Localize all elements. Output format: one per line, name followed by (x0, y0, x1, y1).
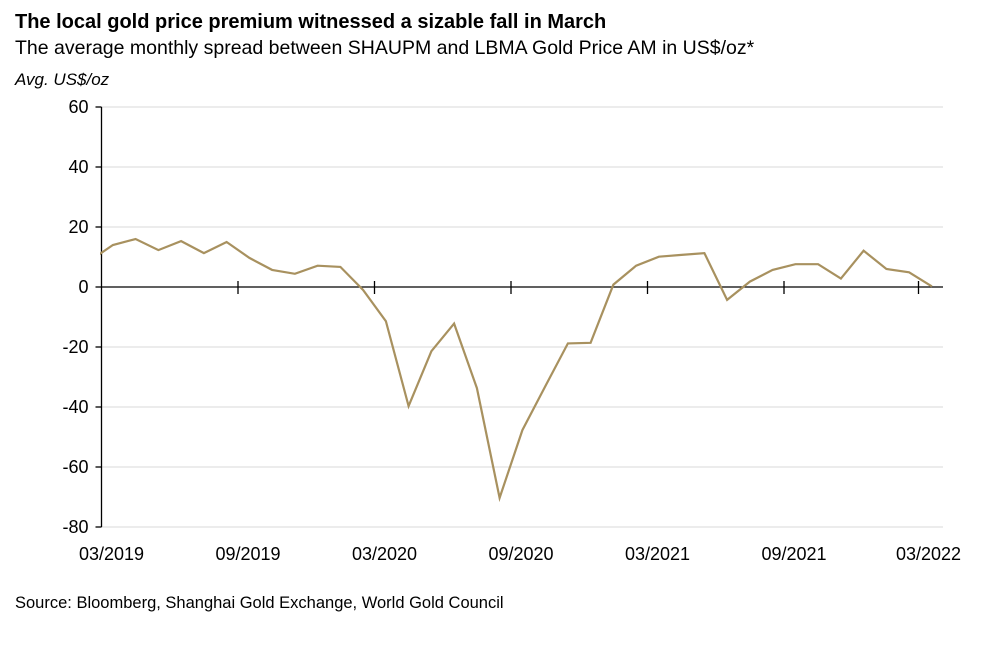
y-tick-label: 20 (68, 217, 88, 237)
series-line (100, 237, 933, 503)
x-tick-label: 03/2021 (625, 544, 690, 564)
x-tick-label: 09/2019 (215, 544, 280, 564)
chart-subtitle: The average monthly spread between SHAUP… (15, 37, 755, 59)
y-tick-label: 0 (78, 277, 88, 297)
source-note: Source: Bloomberg, Shanghai Gold Exchang… (15, 594, 504, 612)
y-tick-label: -60 (62, 457, 88, 477)
x-tick-label: 03/2022 (896, 544, 961, 564)
x-tick-label: 09/2020 (488, 544, 553, 564)
chart-title: The local gold price premium witnessed a… (15, 11, 607, 33)
y-axis-label: Avg. US$/oz (15, 70, 110, 89)
x-tick-label: 09/2021 (761, 544, 826, 564)
y-tick-label: -80 (62, 517, 88, 537)
y-tick-label: -20 (62, 337, 88, 357)
x-tick-label: 03/2019 (79, 544, 144, 564)
x-tick-label: 03/2020 (352, 544, 417, 564)
y-tick-label: -40 (62, 397, 88, 417)
y-tick-label: 40 (68, 157, 88, 177)
y-tick-label: 60 (68, 97, 88, 117)
